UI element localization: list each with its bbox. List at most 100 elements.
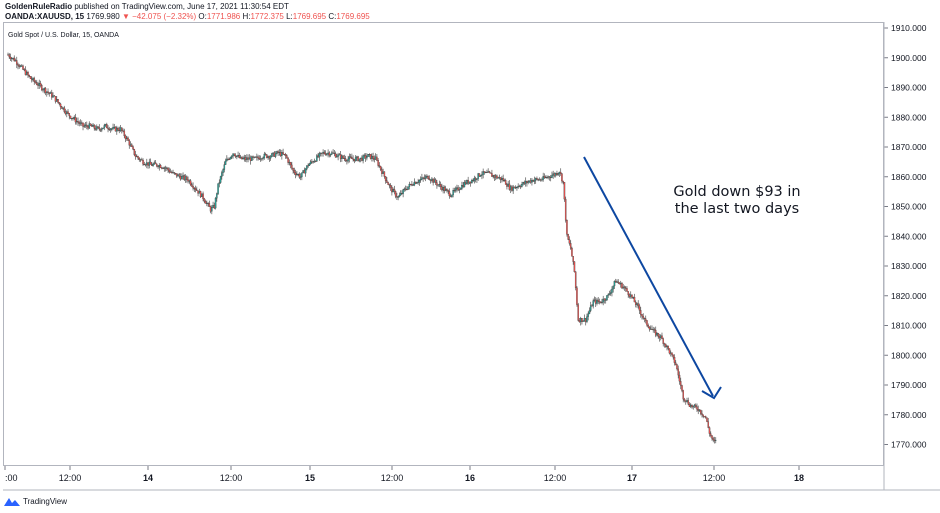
candle-body	[267, 156, 269, 158]
candle-body	[688, 404, 691, 407]
candle-body	[544, 177, 547, 179]
tradingview-footer[interactable]: TradingView	[4, 497, 67, 506]
candle-body	[309, 161, 312, 165]
candle-body	[372, 155, 374, 159]
candle-body	[409, 183, 412, 185]
candle-body	[256, 156, 258, 158]
candle-body	[687, 400, 689, 405]
candle-body	[526, 181, 528, 183]
candle-body	[379, 165, 382, 170]
candle-body	[536, 178, 538, 180]
candle-body	[36, 82, 38, 85]
candle-body	[219, 176, 222, 183]
candle-body	[296, 174, 298, 175]
candle-body	[669, 352, 672, 354]
candle-body	[16, 60, 18, 65]
candle-body	[356, 156, 358, 158]
candle-body	[387, 182, 389, 185]
candle-body	[617, 281, 619, 284]
x-tick-label-0: :00	[5, 473, 18, 483]
candle-body	[361, 157, 363, 161]
candle-body	[89, 123, 92, 126]
candle-body	[664, 343, 667, 348]
candle-body	[86, 124, 88, 127]
candle-body	[276, 151, 278, 154]
candle-body	[363, 155, 366, 157]
candle-body	[622, 286, 624, 289]
candle-body	[438, 184, 441, 186]
candle-body	[639, 310, 642, 315]
candle-body	[389, 185, 392, 188]
candle-body	[698, 409, 701, 411]
candle-body	[634, 301, 637, 305]
candle-body	[394, 191, 397, 197]
candle-body	[439, 184, 442, 187]
candle-body	[203, 198, 206, 202]
candle-body	[566, 220, 568, 235]
candle-body	[199, 191, 202, 198]
candle-body	[623, 286, 626, 289]
candle-body	[482, 171, 484, 175]
candle-body	[564, 198, 567, 221]
candle-body	[339, 154, 342, 159]
candle-body	[17, 64, 19, 66]
candle-body	[391, 187, 393, 193]
candle-body	[437, 184, 439, 186]
candle-body	[594, 299, 597, 304]
candle-body	[278, 152, 281, 154]
candle-body	[509, 186, 512, 190]
candle-body	[511, 186, 513, 191]
candle-body	[457, 187, 459, 191]
candle-body	[239, 156, 242, 159]
candle-body	[226, 158, 228, 162]
candle-body	[326, 153, 328, 155]
candle-body	[33, 78, 36, 82]
y-tick-label-6: 1830.000	[891, 261, 927, 271]
candle-body	[248, 157, 251, 160]
candle-body	[487, 171, 489, 173]
candle-body	[501, 178, 503, 181]
x-tick-label-2: 14	[143, 473, 153, 483]
candle-body	[702, 414, 704, 417]
candle-body	[49, 92, 52, 94]
candle-body	[603, 298, 606, 301]
candle-body	[103, 125, 106, 129]
candle-body	[332, 152, 334, 154]
y-tick-label-14: 1910.000	[891, 23, 927, 33]
annotation-line-2: the last two days	[674, 201, 800, 217]
candle-body	[683, 398, 686, 401]
candle-body	[567, 234, 569, 240]
candle-body	[126, 137, 128, 140]
candle-body	[338, 154, 341, 156]
candle-body	[109, 128, 112, 131]
candle-body	[592, 300, 594, 307]
candle-body	[9, 56, 12, 59]
candle-body	[367, 154, 369, 157]
candle-body	[364, 155, 367, 159]
candle-body	[568, 239, 571, 244]
candle-body	[323, 151, 326, 154]
candle-body	[158, 165, 161, 168]
candle-body	[673, 357, 676, 363]
candle-body	[74, 117, 77, 123]
candle-body	[79, 122, 82, 124]
candle-body	[111, 128, 113, 130]
candle-body	[573, 261, 576, 272]
candle-body	[51, 92, 53, 98]
candle-body	[533, 179, 536, 182]
candle-body	[653, 329, 656, 331]
candle-body	[202, 193, 204, 200]
candle-body	[521, 184, 523, 187]
candle-body	[547, 176, 549, 178]
author-name[interactable]: GoldenRuleRadio	[5, 2, 73, 11]
candle-body	[494, 175, 497, 178]
candle-body	[47, 91, 49, 93]
candle-body	[268, 156, 271, 159]
candle-body	[676, 364, 678, 370]
candle-body	[53, 95, 56, 97]
candle-body	[57, 99, 59, 103]
candle-body	[282, 152, 284, 155]
candle-body	[423, 177, 426, 179]
candle-body	[209, 206, 212, 212]
